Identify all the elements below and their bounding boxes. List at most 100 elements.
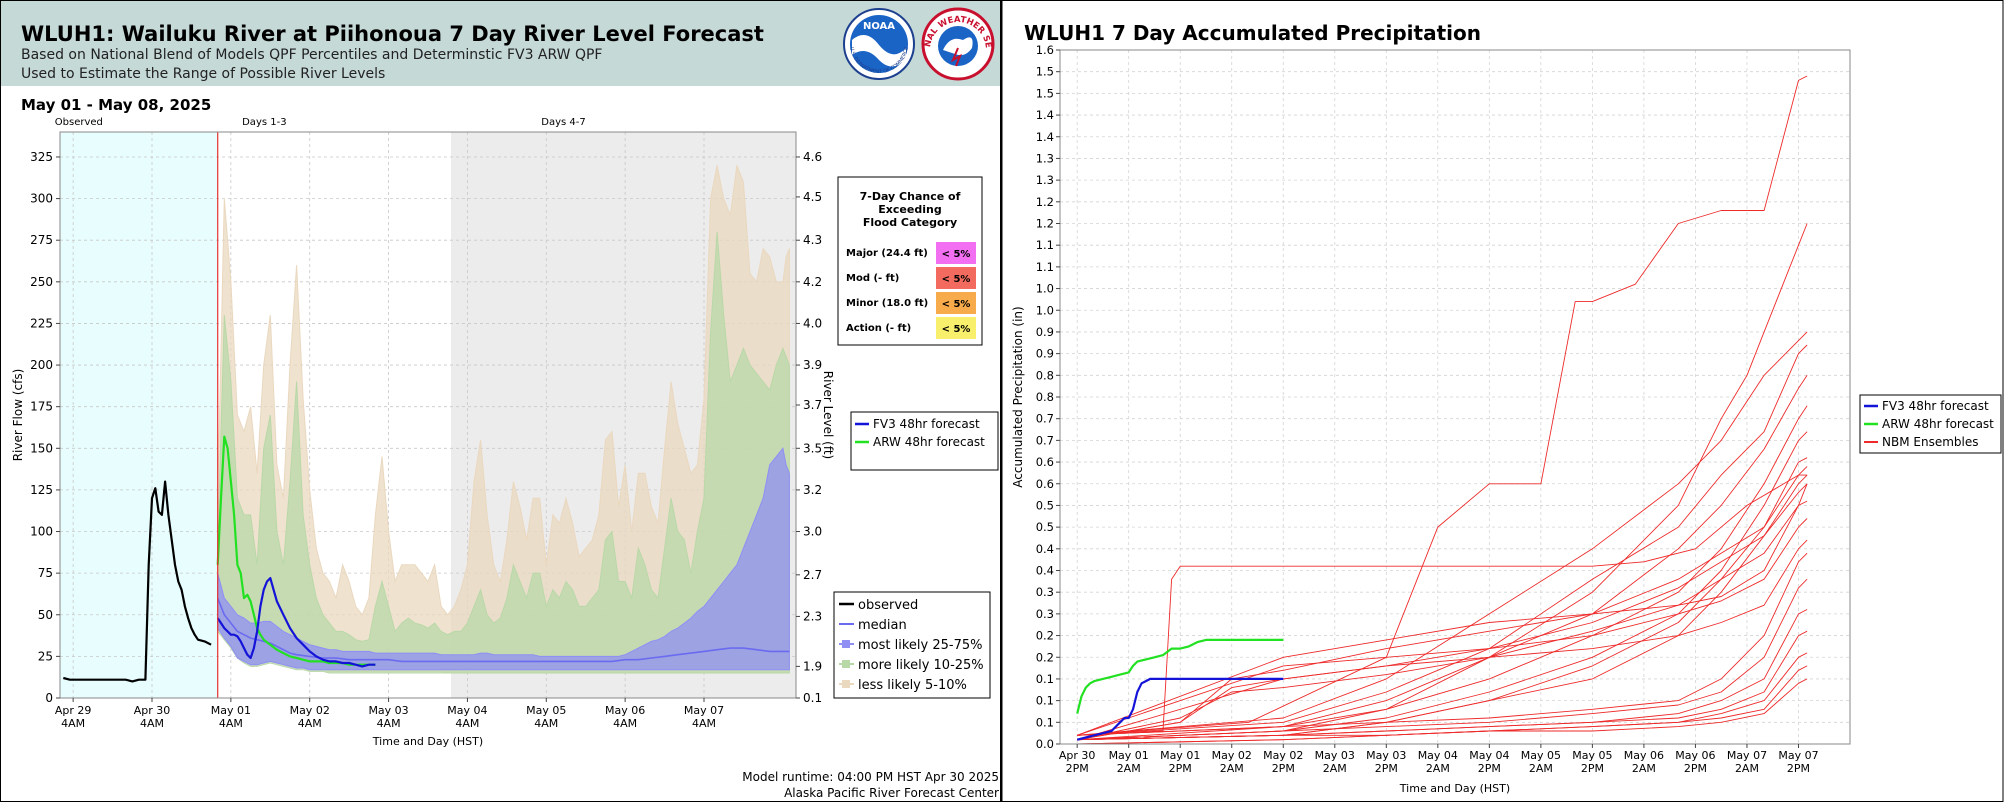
- forecast-legend: FV3 48hr forecast ARW 48hr forecast: [850, 411, 999, 471]
- precip-x-tick-label-day: May 07: [1727, 749, 1767, 762]
- lightning-icon: [950, 47, 962, 67]
- legend-label-10-25: more likely 10-25%: [858, 658, 984, 673]
- precip-x-tick-label-day: May 02: [1212, 749, 1252, 762]
- nbm-ensemble-line: [1077, 483, 1808, 736]
- y2-tick-label: 3.0: [803, 525, 822, 539]
- y-tick-label: 150: [30, 441, 53, 455]
- x-tick-label-hour: 4AM: [219, 717, 243, 730]
- river-flow-plot: 0 25 50 75 100 125 150 175 200 225 250 275 300 325 0.…: [11, 117, 835, 748]
- precip-y-tick-label: 0.5: [1036, 498, 1054, 512]
- date-range-label: May 01 - May 08, 2025: [21, 96, 211, 114]
- precip-y-tick-label: 0.8: [1036, 368, 1054, 382]
- y-tick-label: 175: [30, 400, 53, 414]
- legend-label-fv3: FV3 48hr forecast: [873, 417, 980, 431]
- precip-x-tick-label-day: May 01: [1109, 749, 1149, 762]
- nbm-ensemble-line: [1077, 75, 1808, 736]
- y-tick-label: 100: [30, 525, 53, 539]
- y-tick-label: 225: [30, 316, 53, 330]
- precip-x-tick-label-hour: 2AM: [1117, 762, 1141, 775]
- header-band: [0, 0, 1000, 86]
- y-tick-label: 300: [30, 192, 53, 206]
- nbm-ensemble-line: [1077, 630, 1808, 741]
- x-axis-label: Time and Day (HST): [372, 735, 483, 748]
- precip-y-tick-label: 0.6: [1036, 477, 1054, 491]
- precip-y-tick-label: 0.2: [1036, 650, 1054, 664]
- nbm-ensemble-line: [1077, 483, 1808, 741]
- x-tick-label-day: May 06: [605, 704, 645, 717]
- precip-y-tick-label: 1.5: [1036, 86, 1054, 100]
- precip-x-tick-label-day: May 05: [1572, 749, 1612, 762]
- precip-y-tick-label: 0.7: [1036, 412, 1054, 426]
- y-tick-label: 275: [30, 233, 53, 247]
- precip-x-tick-label-day: May 05: [1521, 749, 1561, 762]
- series-line-fv3-48hr-forecast: [216, 576, 376, 668]
- precip-x-tick-label-hour: 2PM: [1375, 762, 1398, 775]
- noaa-bird-icon: [852, 35, 906, 67]
- precip-x-tick-label-day: May 01: [1160, 749, 1200, 762]
- legend-swatch-25-75: [842, 640, 850, 648]
- precip-y-tick-label: 1.6: [1036, 43, 1054, 57]
- nbm-ensemble-line: [1077, 223, 1808, 736]
- flood-row-label-moderate: Mod (- ft): [846, 273, 899, 284]
- precip-x-tick-label-day: May 03: [1315, 749, 1355, 762]
- precip-series-group: [1076, 75, 1808, 745]
- flood-table-title-3: Flood Category: [863, 216, 957, 229]
- precip-y-ticks: 0.0 0.1 0.1 0.1 0.2 0.2 0.3 0.3 0.4 0.4 0.5 0.5 0.6 0…: [1036, 43, 1060, 751]
- flood-category-table: 7-Day Chance of Exceeding Flood Category…: [837, 176, 983, 346]
- nbm-ensemble-line: [1077, 375, 1808, 736]
- legend-swatch-10-25: [842, 660, 850, 668]
- precip-y-tick-label: 0.2: [1036, 629, 1054, 643]
- y2-tick-label: 0.1: [803, 691, 822, 705]
- y-tick-label: 125: [30, 483, 53, 497]
- precip-x-tick-label-day: May 02: [1263, 749, 1303, 762]
- nbm-ensemble-line: [1077, 552, 1808, 741]
- precip-y-tick-label: 0.3: [1036, 585, 1054, 599]
- flood-row-label-action: Action (- ft): [846, 323, 911, 334]
- fv3-precip-line: [1076, 677, 1284, 741]
- precip-x-tick-label-day: May 06: [1675, 749, 1715, 762]
- precip-y-tick-label: 1.4: [1036, 130, 1054, 144]
- precip-y-tick-label: 0.1: [1036, 672, 1054, 686]
- page-title: WLUH1: Wailuku River at Piihonoua 7 Day …: [21, 22, 764, 46]
- nbm-ensemble-line: [1077, 518, 1808, 736]
- precip-x-tick-label-day: May 06: [1624, 749, 1664, 762]
- y2-tick-label: 4.2: [803, 275, 822, 289]
- period-label-days-4-7: Days 4-7: [541, 117, 585, 128]
- model-runtime-footer: Model runtime: 04:00 PM HST Apr 30 2025: [742, 770, 999, 784]
- precip-x-tick-label-day: Apr 30: [1059, 749, 1096, 762]
- precip-x-tick-label-hour: 2AM: [1632, 762, 1656, 775]
- precip-x-tick-label-hour: 2PM: [1066, 762, 1089, 775]
- x-tick-label-hour: 4AM: [455, 717, 479, 730]
- right-axis-ticks: 0.1 1.9 2.3 2.7 3.0 3.2 3.5 3.7 3.9 4.0 4.2 4.3 4.5 4…: [796, 150, 822, 705]
- y2-tick-label: 4.5: [803, 190, 822, 204]
- precip-x-tick-label-hour: 2PM: [1272, 762, 1295, 775]
- nbm-ensemble-line: [1077, 578, 1808, 741]
- precip-y-tick-label: 0.7: [1036, 433, 1054, 447]
- precip-y-axis-label: Accumulated Precipitation (in): [1011, 306, 1025, 487]
- flood-row-label-major: Major (24.4 ft): [846, 248, 928, 259]
- legend-label-5-10: less likely 5-10%: [858, 678, 967, 693]
- precip-y-tick-label: 0.1: [1036, 694, 1054, 708]
- period-label-days-1-3: Days 1-3: [242, 117, 286, 128]
- y2-tick-label: 2.7: [803, 568, 822, 582]
- precip-chart-title: WLUH1 7 Day Accumulated Precipitation: [1024, 21, 1481, 45]
- flood-row-swatch-major: [936, 242, 976, 264]
- precip-y-tick-label: 1.0: [1036, 303, 1054, 317]
- precip-x-axis-label: Time and Day (HST): [1399, 782, 1510, 795]
- x-tick-label-hour: 4AM: [692, 717, 716, 730]
- precip-plot: 0.0 0.1 0.1 0.1 0.2 0.2 0.3 0.3 0.4 0.4 0.5 0.5 0.6 0…: [1011, 43, 1851, 795]
- observed-period-shading: [60, 132, 218, 698]
- y-tick-label: 250: [30, 275, 53, 289]
- legend-swatch-5-10: [842, 680, 850, 688]
- y-tick-label: 0: [45, 691, 53, 705]
- precip-x-tick-label-day: May 04: [1469, 749, 1509, 762]
- page-subtitle-1: Based on National Blend of Models QPF Pe…: [21, 47, 602, 63]
- precip-legend: FV3 48hr forecast ARW 48hr forecast NBM …: [1859, 394, 2002, 454]
- precip-x-tick-label-hour: 2AM: [1323, 762, 1347, 775]
- flood-row-value-action: < 5%: [942, 324, 971, 335]
- precip-y-tick-label: 0.0: [1036, 737, 1054, 751]
- x-tick-label-hour: 4AM: [613, 717, 637, 730]
